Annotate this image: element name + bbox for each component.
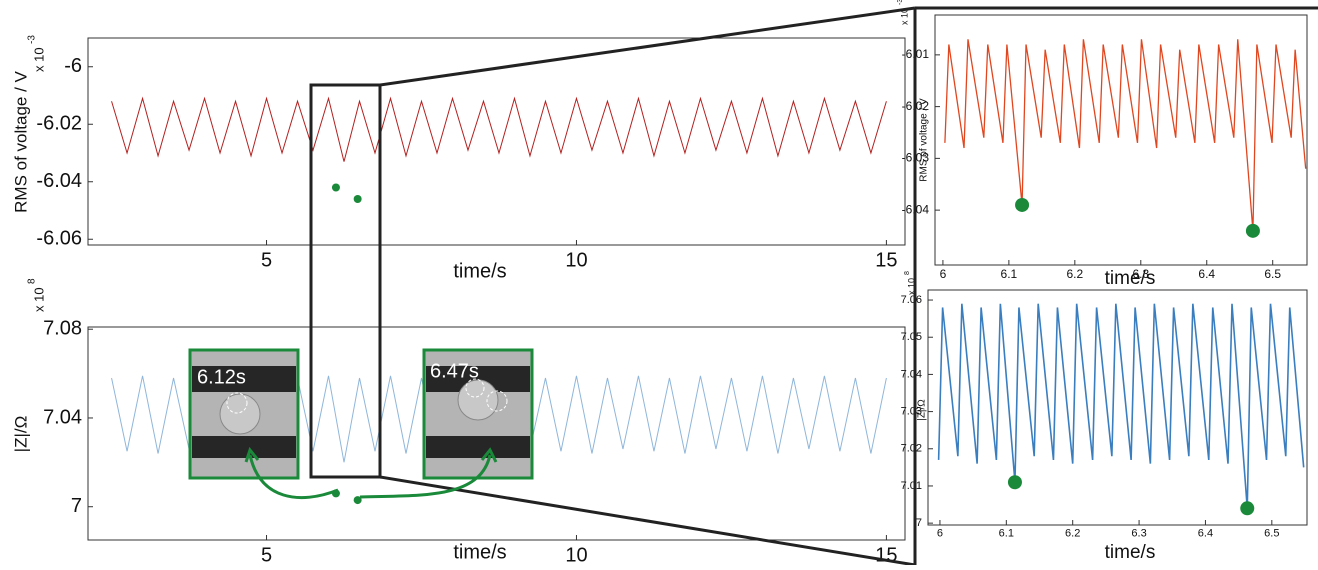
inset-stripe [192,366,296,392]
x-tick-label: 6.3 [1132,267,1149,281]
exponent: -3 [27,35,38,44]
chart: 6 6.1 6.2 6.3 6.4 6.5-6.01-6.02-6.03-6.04time… [897,0,1308,289]
y-tick-label: 7.04 [901,368,922,380]
chart: 6 6.1 6.2 6.3 6.4 6.5 7 7.01 7.02 7.03 7.04 7.05 7.0… [901,271,1308,563]
inset-drop [219,393,261,435]
arrow [359,454,492,499]
arrow-head [244,446,260,463]
zoom-box [309,6,1318,567]
y-tick-label: 7.08 [43,318,82,340]
y-tick-label: 7.02 [901,443,922,455]
x-tick-label: 6.5 [1264,528,1279,540]
x-tick-label: 10 [565,249,587,271]
inset-label: 6.12s [197,366,246,388]
x-tick-label: 6.2 [1065,528,1080,540]
y-tick-label: 7.05 [901,331,922,343]
data-line [937,303,1305,509]
highlight-point [1015,197,1030,212]
exponent: -3 [897,0,904,5]
y-axis-label: RMS of voltage / V [11,70,30,212]
highlight-point [1245,223,1260,238]
inset-drop [457,379,499,421]
x-tick-label: 6.5 [1264,267,1281,281]
y-tick-label: -6.02 [36,113,82,135]
highlight-point [1007,475,1022,490]
x-tick-label: 6 [937,528,943,540]
exponent-label: x 10 [31,287,46,312]
data-line [111,96,887,162]
chart: 5 10 15 -6 -6.02 -6.04 -6.06 time/s RMS of volta… [11,35,906,282]
inset-stripe [426,436,530,458]
y-axis-label: RMS of voltage / V [919,98,930,182]
zoom-line [379,475,916,567]
plot-frame [934,14,1308,266]
y-axis-label: |Z|/Ω [11,416,30,453]
x-tick-label: 6.1 [999,528,1014,540]
y-tick-label: 7.04 [43,406,82,428]
x-axis-label: time/s [1105,542,1156,563]
exponent-label: x 10 [899,8,909,25]
x-axis-label: time/s [453,260,506,282]
x-tick-label: 6.1 [1001,267,1018,281]
inset-stripe [192,436,296,458]
arrow-head [480,447,498,463]
x-tick-label: 6.4 [1198,528,1213,540]
x-tick-label: 6.3 [1131,528,1146,540]
inset-circle [465,378,485,398]
inset-circle [486,390,508,412]
highlight-point [353,496,362,505]
y-tick-label: -6.06 [36,228,82,250]
x-tick-label: 5 [261,544,272,565]
y-tick-label: 7 [916,517,922,529]
y-tick-label: -6.04 [36,170,82,192]
exponent: 8 [27,278,38,284]
inset-right: 6.47s [422,348,534,480]
arrows [244,446,498,500]
x-axis-label: time/s [1105,268,1156,289]
x-tick-label: 6 [940,267,947,281]
y-tick-label: 7.01 [901,480,922,492]
exponent-label: x 10 [906,278,916,295]
y-axis-label: |Z|/Ω [917,399,928,421]
x-tick-label: 10 [565,544,587,565]
y-tick-label: 7 [71,495,82,517]
x-tick-label: 6.4 [1198,267,1215,281]
highlight-point [331,183,340,192]
highlight-point [353,195,362,203]
y-tick-label: 7.06 [901,294,922,306]
inset-label: 6.47s [430,360,479,382]
highlight-point [1240,501,1255,516]
x-tick-label: 6.2 [1066,267,1083,281]
data-line [944,39,1307,231]
inset-left: 6.12s [188,348,300,480]
plot-frame [87,326,906,541]
x-tick-label: 15 [875,249,897,271]
zoom-line [379,6,916,87]
x-axis-label: time/s [453,541,506,563]
plot-frame [87,37,906,246]
y-tick-label: 7.03 [901,405,922,417]
arrow [248,454,339,500]
y-tick-label: -6 [64,55,82,77]
plot-frame [927,289,1308,526]
exponent-label: x 10 [31,47,46,72]
zoom-rect [309,83,382,479]
inset-circle [226,392,248,414]
exponent: 8 [904,271,911,275]
x-tick-label: 5 [261,249,272,271]
